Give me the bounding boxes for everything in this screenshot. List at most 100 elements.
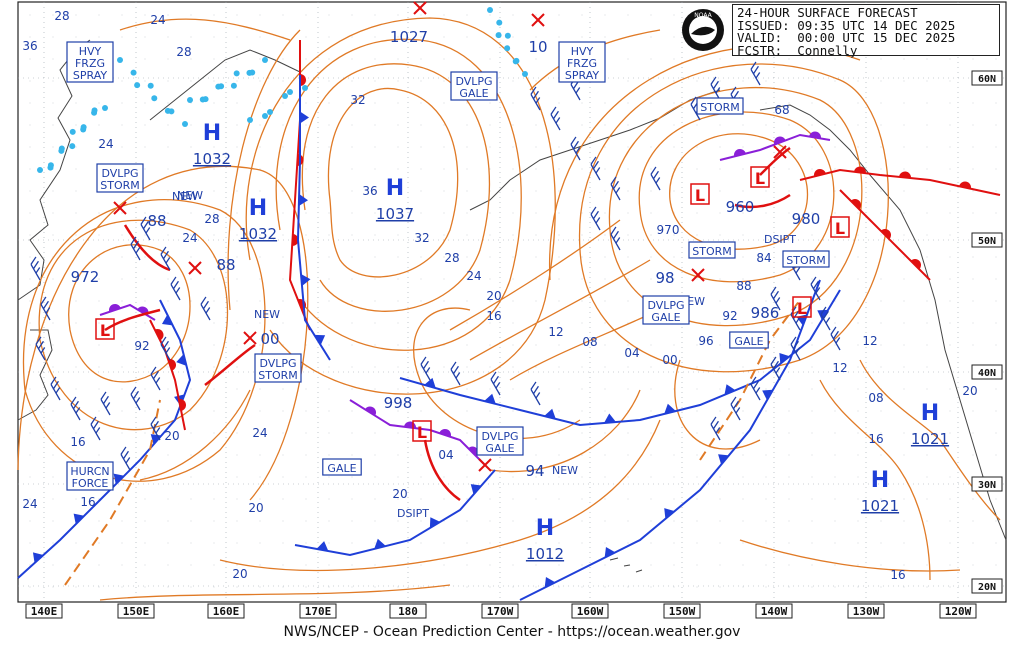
new-low-value: 980 (792, 210, 821, 228)
wind-barb-flag (32, 260, 39, 270)
grid-dot (190, 278, 192, 280)
grid-dot (121, 212, 123, 214)
grid-dot (236, 234, 238, 236)
grid-dot (351, 256, 353, 258)
wind-barb-staff (610, 184, 621, 201)
isobar-value-label: 20 (962, 384, 977, 398)
grid-dot (742, 432, 744, 434)
grid-dot (811, 344, 813, 346)
grid-dot (420, 300, 422, 302)
cold-front-triangle (113, 473, 125, 485)
wind-barb (530, 86, 541, 111)
grid-dot (351, 146, 353, 148)
grid-dot (581, 586, 583, 588)
grid-dot (558, 498, 560, 500)
grid-dot (880, 564, 882, 566)
cold-front-triangle (544, 408, 556, 419)
grid-dot (765, 300, 767, 302)
grid-dot (535, 520, 537, 522)
wind-barb-flag (135, 247, 141, 254)
grid-dot (213, 542, 215, 544)
grid-dot (857, 278, 859, 280)
grid-dot (259, 300, 261, 302)
grid-dot (121, 564, 123, 566)
grid-dot (420, 190, 422, 192)
ice-dot (504, 32, 511, 39)
high-pressure-value: 1037 (376, 205, 414, 223)
grid-dot (305, 190, 307, 192)
wind-barb-flag (822, 310, 829, 320)
wind-barb-flag (135, 397, 141, 404)
high-pressure-value: 1032 (193, 150, 231, 168)
wind-barb (650, 166, 661, 191)
ice-dot (37, 167, 43, 173)
low-symbol-frame (690, 183, 710, 205)
grid-dot (857, 564, 859, 566)
new-low-tag: NEW (254, 308, 280, 321)
grid-dot (673, 36, 675, 38)
grid-dot (98, 432, 100, 434)
grid-dot (949, 168, 951, 170)
grid-dot (213, 14, 215, 16)
high-pressure-value: 1021 (911, 430, 949, 448)
wind-barb-staff (710, 424, 721, 441)
grid-dot (719, 190, 721, 192)
isobar-line (327, 87, 459, 278)
grid-dot (604, 190, 606, 192)
wind-barb (130, 386, 141, 411)
grid-dot (627, 366, 629, 368)
isobar-line (227, 29, 301, 311)
grid-dot (351, 542, 353, 544)
grid-dot (857, 102, 859, 104)
lon-label: 140E (25, 603, 63, 619)
ice-dot (233, 70, 240, 77)
lon-label-box (571, 603, 609, 619)
grid-dot (903, 586, 905, 588)
grid-dot (581, 366, 583, 368)
grid-dot (489, 344, 491, 346)
grid-dot (627, 520, 629, 522)
grid-dot (374, 432, 376, 434)
cold-front-triangle (724, 384, 736, 395)
grid-dot (443, 300, 445, 302)
grid-dot (880, 102, 882, 104)
lon-label: 160W (571, 603, 609, 619)
grid-dot (834, 476, 836, 478)
grid-dot (834, 366, 836, 368)
grid-dot (397, 80, 399, 82)
grid-dot (650, 168, 652, 170)
grid-dot (167, 256, 169, 258)
grid-dot (167, 388, 169, 390)
grid-dot (926, 278, 928, 280)
grid-dot (903, 256, 905, 258)
new-low-value: 10 (528, 38, 547, 56)
low-symbol-frame (95, 318, 115, 340)
x-stroke (113, 201, 127, 215)
grid-dot (75, 410, 77, 412)
isobar-line (674, 359, 761, 450)
grid-dot (397, 432, 399, 434)
grid-dot (29, 212, 31, 214)
grid-dot (190, 300, 192, 302)
grid-dot (282, 146, 284, 148)
isobar-value-label: 24 (252, 426, 267, 440)
grid-dot (351, 432, 353, 434)
grid-dot (650, 36, 652, 38)
grid-dot (535, 190, 537, 192)
grid-dot (719, 366, 721, 368)
grid-dot (719, 432, 721, 434)
wind-barb-flag (495, 382, 501, 389)
grid-dot (627, 80, 629, 82)
lon-label-text: 160W (577, 605, 604, 618)
grid-dot (29, 520, 31, 522)
low-symbol-frame (792, 296, 812, 318)
grid-dot (512, 498, 514, 500)
grid-dot (811, 58, 813, 60)
grid-dot (995, 146, 997, 148)
grid-dot (420, 498, 422, 500)
low-symbol-letter: L (835, 219, 845, 238)
grid-dot (581, 388, 583, 390)
grid-dot (236, 454, 238, 456)
grid-dot (512, 344, 514, 346)
grid-dot (259, 388, 261, 390)
